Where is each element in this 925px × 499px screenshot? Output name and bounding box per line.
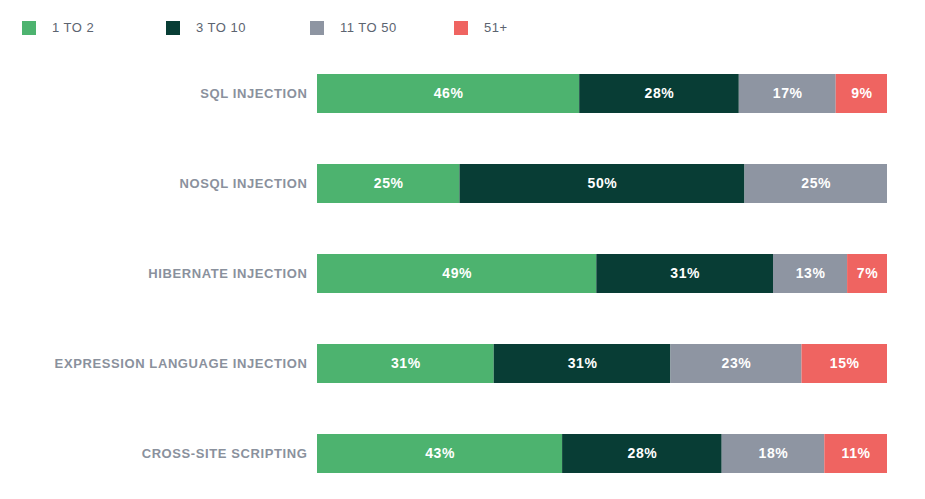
svg-text:31%: 31% xyxy=(568,355,598,371)
svg-text:13%: 13% xyxy=(796,265,826,281)
svg-text:11%: 11% xyxy=(842,445,871,461)
svg-text:9%: 9% xyxy=(851,85,872,101)
svg-text:SQL INJECTION: SQL INJECTION xyxy=(200,86,307,101)
html-text:3 TO 10: 3 TO 10 xyxy=(196,20,246,35)
svg-text:28%: 28% xyxy=(627,445,657,461)
svg-text:25%: 25% xyxy=(374,175,404,191)
svg-text:HIBERNATE INJECTION: HIBERNATE INJECTION xyxy=(148,266,307,281)
svg-text:46%: 46% xyxy=(434,85,464,101)
svg-text:17%: 17% xyxy=(773,85,803,101)
svg-text:25%: 25% xyxy=(801,175,831,191)
svg-text:49%: 49% xyxy=(442,265,472,281)
svg-text:18%: 18% xyxy=(759,445,789,461)
svg-text:23%: 23% xyxy=(722,355,752,371)
svg-text:7%: 7% xyxy=(857,265,878,281)
svg-text:50%: 50% xyxy=(588,175,618,191)
svg-text:NOSQL INJECTION: NOSQL INJECTION xyxy=(180,176,308,191)
svg-text:28%: 28% xyxy=(645,85,675,101)
html-text:1 TO 2: 1 TO 2 xyxy=(52,20,95,35)
svg-text:EXPRESSION LANGUAGE INJECTION: EXPRESSION LANGUAGE INJECTION xyxy=(55,356,308,371)
svg-text:31%: 31% xyxy=(670,265,700,281)
svg-text:CROSS-SITE SCRIPTING: CROSS-SITE SCRIPTING xyxy=(142,446,308,461)
html-text:51+: 51+ xyxy=(484,20,508,35)
svg-text:15%: 15% xyxy=(830,355,860,371)
svg-text:31%: 31% xyxy=(391,355,421,371)
svg-text:43%: 43% xyxy=(425,445,455,461)
html-text:11 TO 50: 11 TO 50 xyxy=(340,20,397,35)
